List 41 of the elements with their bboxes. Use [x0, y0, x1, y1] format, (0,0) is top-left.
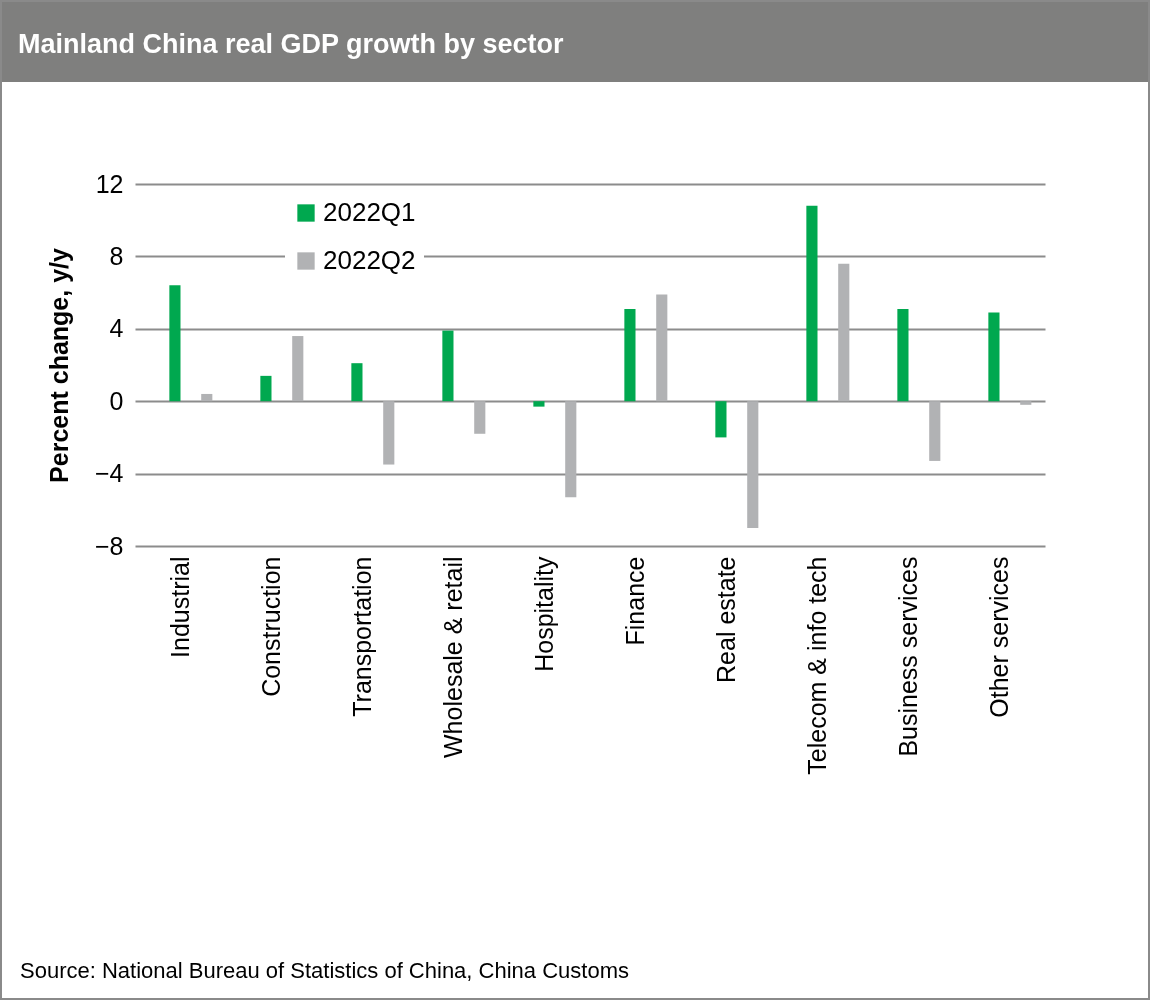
legend-label: 2022Q1 [323, 197, 416, 227]
source-note: Source: National Bureau of Statistics of China, China Customs [20, 958, 629, 984]
bar [565, 401, 577, 498]
bar [838, 263, 850, 402]
x-tick-label: Real estate [711, 556, 740, 683]
bar [656, 294, 668, 402]
bar [1020, 401, 1032, 405]
bar [260, 375, 272, 402]
bar [442, 330, 454, 402]
y-tick-label: −4 [94, 459, 124, 488]
bar [806, 205, 818, 402]
bar [747, 401, 759, 528]
x-tick-label: Transportation [347, 556, 376, 717]
bar [292, 336, 304, 402]
bar [897, 308, 909, 402]
bar [533, 401, 545, 407]
x-tick-label: Other services [984, 556, 1013, 718]
bar [383, 401, 395, 465]
x-tick-label: Industrial [165, 556, 194, 658]
bar [474, 401, 486, 434]
x-tick-label: Construction [256, 556, 285, 697]
bar [988, 312, 1000, 402]
legend-label: 2022Q2 [323, 245, 416, 275]
bar [169, 285, 181, 402]
bar [351, 363, 363, 402]
x-tick-label: Telecom & info tech [802, 556, 831, 775]
x-tick-label: Business services [893, 556, 922, 757]
x-tick-label: Finance [620, 556, 649, 646]
bar [715, 401, 727, 438]
y-tick-label: 12 [95, 169, 124, 198]
x-tick-label: Hospitality [529, 556, 558, 672]
y-tick-label: −8 [94, 531, 124, 560]
bar [624, 308, 636, 402]
bar [201, 393, 213, 402]
bar [929, 401, 941, 461]
y-tick-label: 0 [109, 386, 124, 415]
x-tick-label: Wholesale & retail [438, 556, 467, 758]
y-axis-title: Percent change, y/y [45, 247, 73, 483]
y-tick-label: 4 [109, 314, 124, 343]
chart-title: Mainland China real GDP growth by sector [2, 2, 1148, 82]
y-tick-label: 8 [109, 241, 124, 270]
